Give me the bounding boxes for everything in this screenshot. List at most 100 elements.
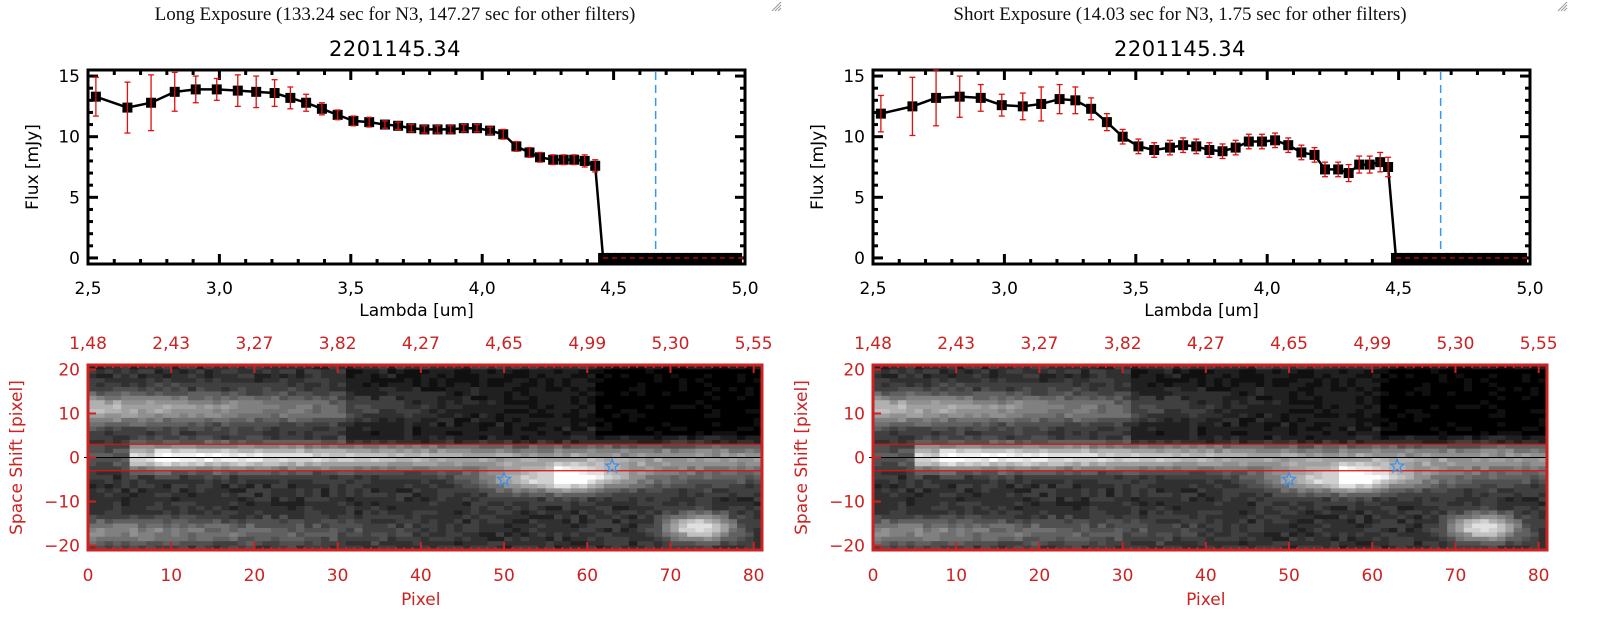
image-pixel xyxy=(997,378,1007,384)
image-pixel xyxy=(121,457,131,463)
image-pixel xyxy=(387,536,397,542)
image-pixel xyxy=(612,365,622,370)
image-pixel xyxy=(562,536,572,542)
image-pixel xyxy=(678,475,688,481)
image-pixel xyxy=(628,400,638,406)
image-pixel xyxy=(129,475,139,481)
image-pixel xyxy=(495,510,505,516)
image-pixel xyxy=(687,387,697,393)
image-pixel xyxy=(1189,378,1199,384)
image-pixel xyxy=(212,400,222,406)
image-pixel xyxy=(146,514,156,520)
image-pixel xyxy=(1264,400,1274,406)
image-pixel xyxy=(487,431,497,437)
image-pixel xyxy=(304,519,314,525)
image-pixel xyxy=(504,497,513,503)
image-pixel xyxy=(1280,373,1290,379)
image-pixel xyxy=(487,422,497,428)
image-pixel xyxy=(204,505,214,511)
image-pixel xyxy=(653,369,663,375)
image-pixel xyxy=(612,470,622,476)
image-pixel xyxy=(939,365,949,370)
image-pixel xyxy=(88,492,97,498)
image-pixel xyxy=(570,404,580,410)
image-pixel xyxy=(345,395,355,401)
image-pixel xyxy=(337,541,347,547)
image-pixel xyxy=(637,448,647,454)
image-pixel xyxy=(537,514,547,520)
image-pixel xyxy=(487,457,497,463)
image-pixel xyxy=(1039,378,1049,384)
image-pixel xyxy=(1397,404,1407,410)
image-pixel xyxy=(645,365,655,370)
image-pixel xyxy=(914,378,924,384)
image-pixel xyxy=(137,431,147,437)
image-pixel xyxy=(304,545,314,551)
x-tick-label: 4,5 xyxy=(600,279,627,299)
image-pixel xyxy=(989,404,999,410)
image-pixel xyxy=(271,435,280,441)
image-pixel xyxy=(1297,382,1307,388)
image-pixel xyxy=(1122,409,1132,415)
image-pixel xyxy=(753,475,763,481)
image-pixel xyxy=(345,527,355,533)
image-pixel xyxy=(504,453,513,459)
image-pixel xyxy=(204,448,214,454)
image-pixel xyxy=(703,417,713,423)
image-pixel xyxy=(695,497,705,503)
image-pixel xyxy=(437,523,447,529)
image-pixel xyxy=(204,422,214,428)
image-pixel xyxy=(387,501,397,507)
image-pixel xyxy=(121,479,131,485)
image-pixel xyxy=(271,488,280,494)
image-pixel xyxy=(512,461,522,467)
image-pixel xyxy=(187,369,197,375)
image-pixel xyxy=(603,527,613,533)
image-pixel xyxy=(578,536,588,542)
image-pixel xyxy=(537,382,547,388)
image-pixel xyxy=(121,497,131,503)
image-pixel xyxy=(221,479,231,485)
image-pixel xyxy=(1388,387,1398,393)
image-pixel xyxy=(287,369,297,375)
image-pixel xyxy=(171,514,181,520)
image-pixel xyxy=(362,404,372,410)
image-pixel xyxy=(470,422,480,428)
image-pixel xyxy=(304,475,314,481)
image-pixel xyxy=(221,395,231,401)
image-pixel xyxy=(146,417,156,423)
image-pixel xyxy=(146,492,156,498)
image-pixel xyxy=(404,536,414,542)
image-pixel xyxy=(221,466,231,472)
image-pixel xyxy=(712,395,721,401)
image-pixel xyxy=(129,395,139,401)
image-pixel xyxy=(653,409,663,415)
image-pixel xyxy=(96,426,106,432)
image-pixel xyxy=(337,536,347,542)
image-pixel xyxy=(129,541,139,547)
image-pixel xyxy=(553,387,563,393)
image-pixel xyxy=(179,413,189,419)
image-pixel xyxy=(404,483,414,489)
image-pixel xyxy=(745,439,755,445)
image-pixel xyxy=(379,501,389,507)
image-pixel xyxy=(112,369,122,375)
image-pixel xyxy=(279,492,289,498)
image-pixel xyxy=(553,404,563,410)
image-pixel xyxy=(420,417,430,423)
image-pixel xyxy=(304,400,314,406)
image-pixel xyxy=(720,501,730,507)
image-pixel xyxy=(1488,404,1498,410)
image-pixel xyxy=(612,501,622,507)
image-pixel xyxy=(121,413,131,419)
image-pixel xyxy=(379,395,389,401)
image-pixel xyxy=(603,417,613,423)
image-pixel xyxy=(1355,378,1365,384)
image-pixel xyxy=(437,409,447,415)
image-pixel xyxy=(495,378,505,384)
image-pixel xyxy=(520,505,530,511)
image-pixel xyxy=(362,514,372,520)
image-pixel xyxy=(437,505,447,511)
image-pixel xyxy=(1089,409,1099,415)
image-pixel xyxy=(637,523,647,529)
